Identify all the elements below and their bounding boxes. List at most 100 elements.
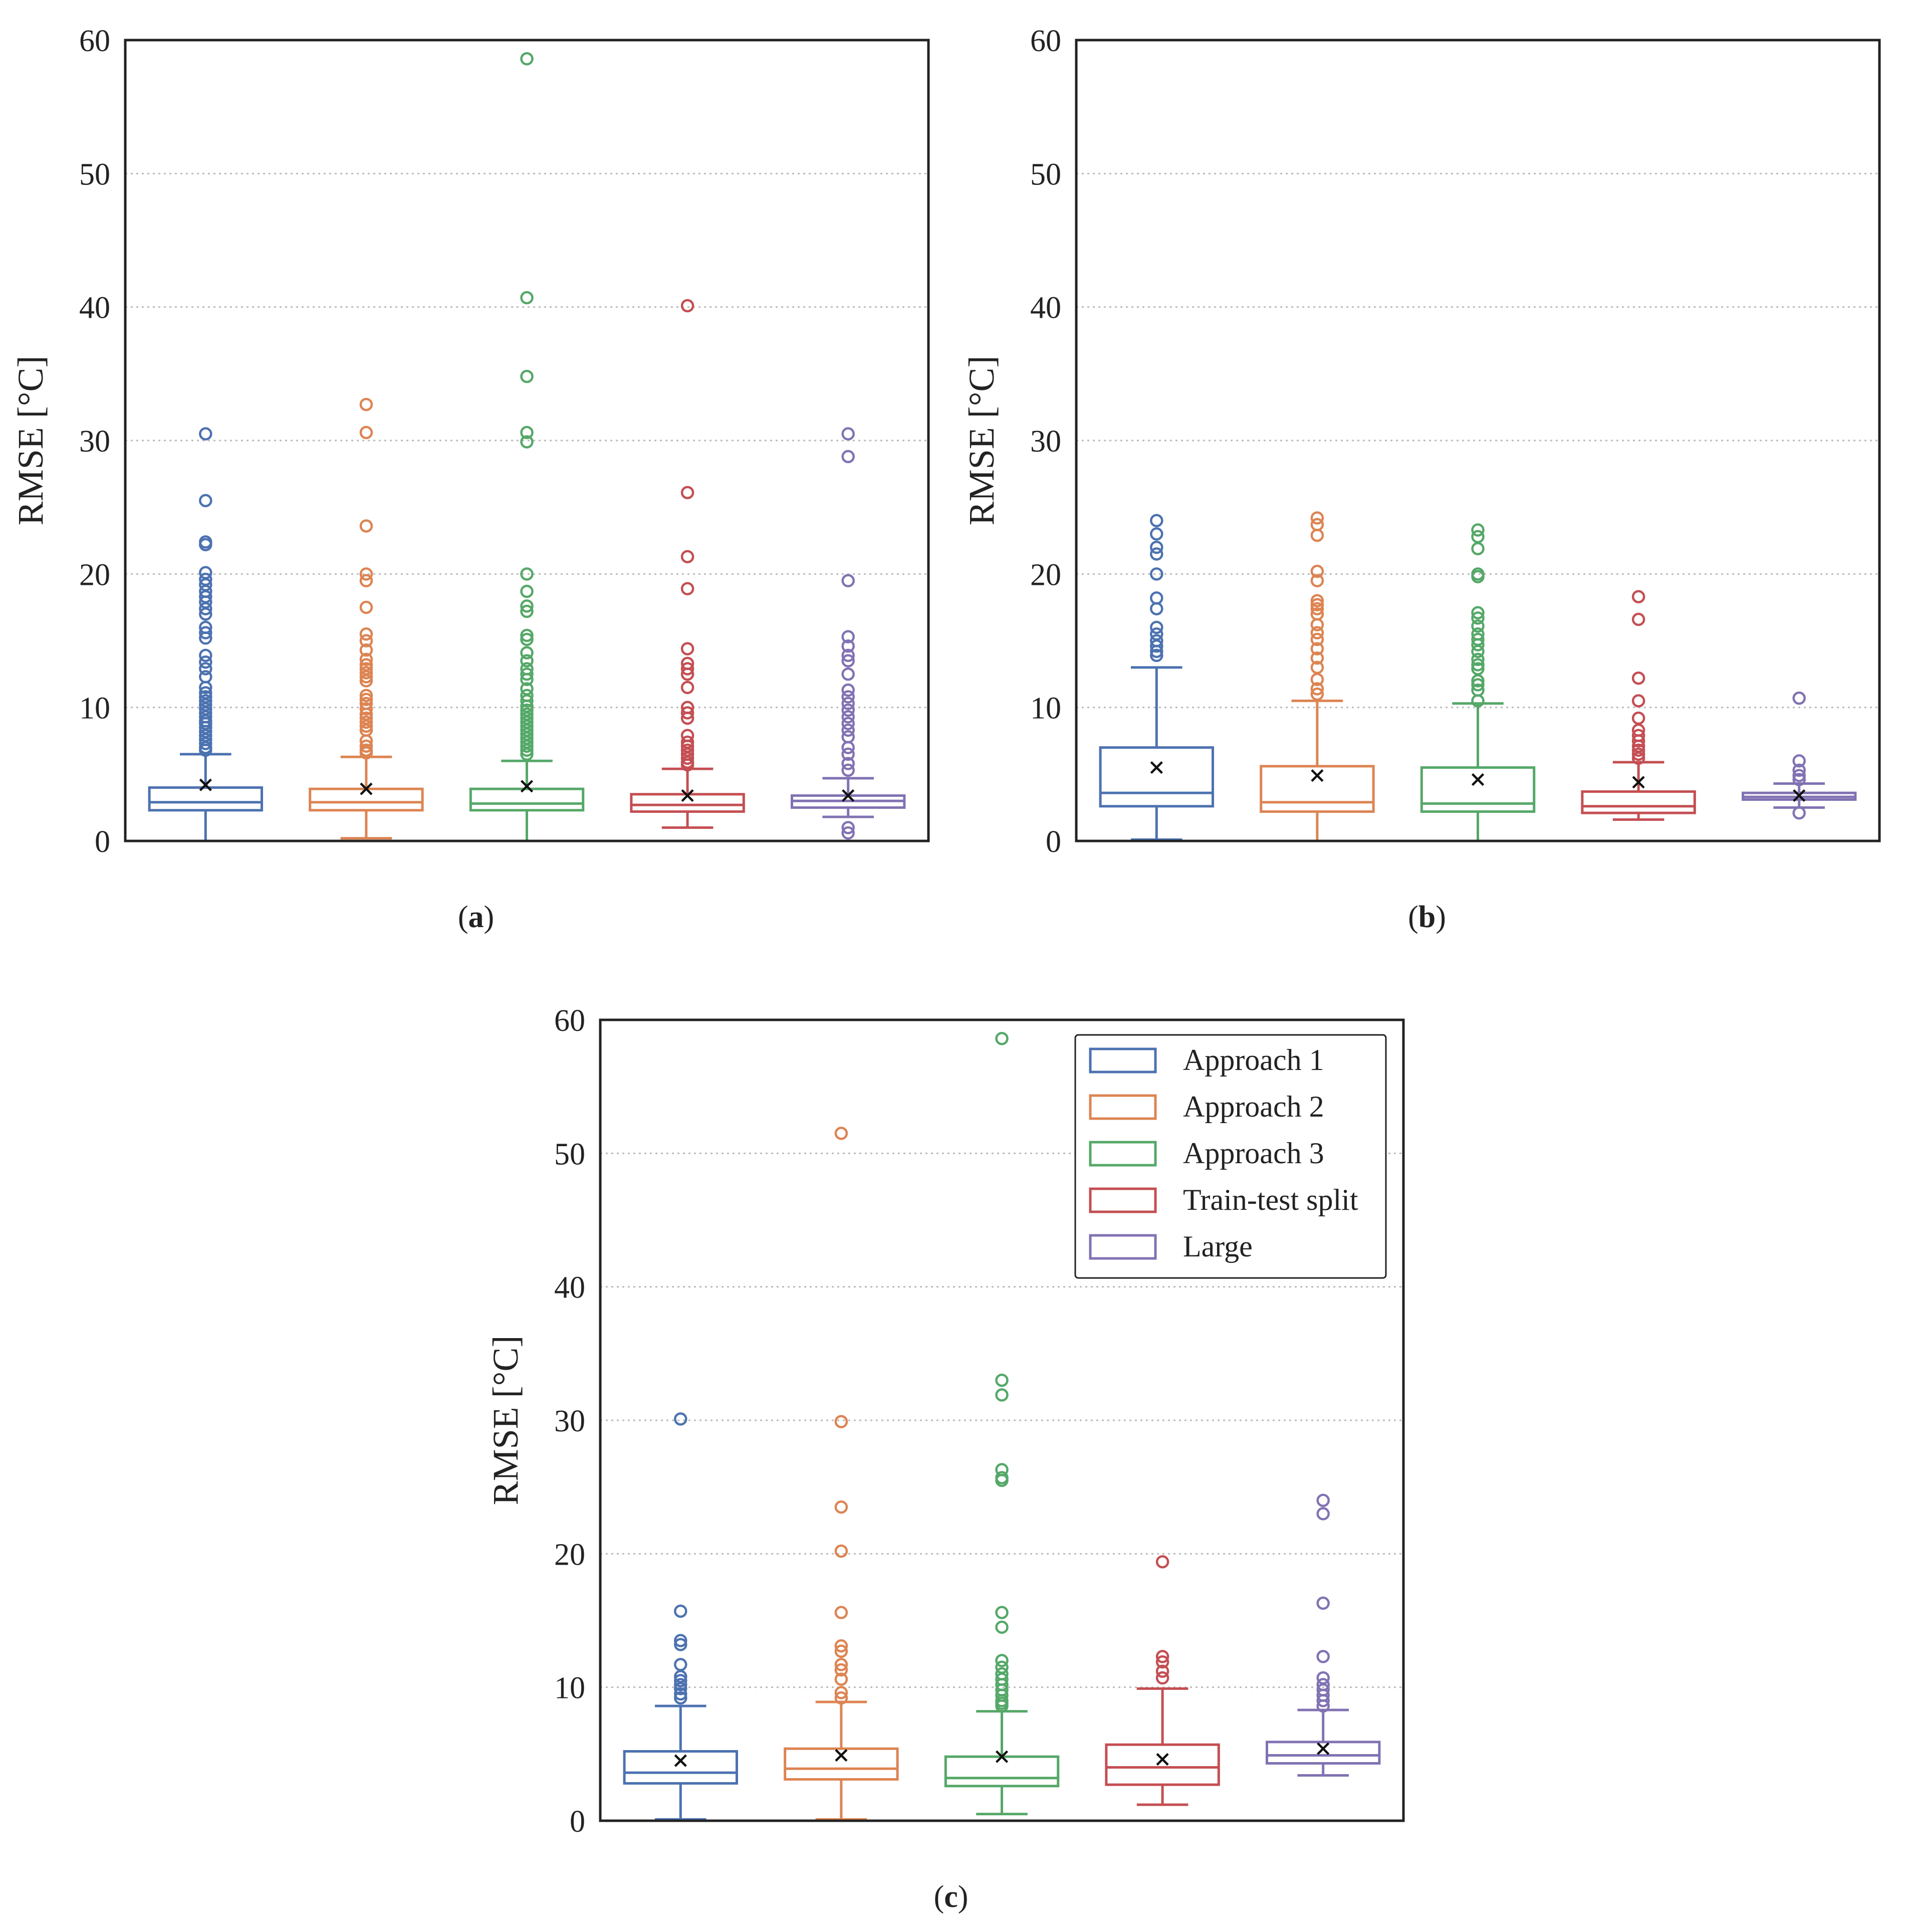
outlier-point bbox=[680, 751, 694, 765]
outlier-point bbox=[1310, 673, 1324, 686]
outlier-point bbox=[1150, 527, 1163, 541]
caption-close: ) bbox=[1436, 900, 1446, 934]
legend-label: Train-test split bbox=[1183, 1183, 1358, 1216]
outlier-point bbox=[1471, 638, 1485, 652]
outlier-point bbox=[841, 450, 855, 464]
outlier-point bbox=[1792, 806, 1806, 820]
legend-label: Approach 2 bbox=[1183, 1090, 1324, 1123]
outlier-point bbox=[841, 757, 855, 770]
outlier-point bbox=[359, 746, 373, 760]
iqr-box bbox=[1260, 765, 1375, 813]
mean-x-stroke bbox=[1150, 761, 1163, 774]
iqr-box bbox=[469, 787, 585, 812]
mean-x-stroke bbox=[842, 789, 855, 802]
outlier-point bbox=[1631, 734, 1645, 748]
outlier-point bbox=[520, 646, 534, 660]
outlier-point bbox=[520, 52, 534, 66]
box-train-test-split bbox=[1581, 590, 1696, 821]
y-axis-label: RMSE [°C] bbox=[486, 1336, 526, 1506]
outlier-point bbox=[995, 1388, 1009, 1402]
outlier-point bbox=[995, 1032, 1009, 1045]
outlier-point bbox=[841, 667, 855, 681]
outlier-point bbox=[834, 1672, 848, 1686]
outlier-point bbox=[1471, 523, 1485, 537]
y-tick-label: 60 bbox=[1030, 24, 1061, 58]
outlier-point bbox=[995, 1654, 1009, 1667]
outlier-point bbox=[520, 743, 534, 757]
outlier-point bbox=[520, 628, 534, 642]
outlier-point bbox=[199, 631, 212, 645]
outlier-point bbox=[199, 602, 212, 615]
outlier-point bbox=[520, 673, 534, 686]
outlier-point bbox=[1792, 769, 1806, 782]
mean-x-stroke bbox=[674, 1754, 687, 1767]
outlier-point bbox=[834, 1415, 848, 1428]
outlier-point bbox=[1155, 1655, 1169, 1669]
outlier-point bbox=[1310, 626, 1324, 639]
outlier-point bbox=[199, 670, 212, 684]
outlier-point bbox=[841, 747, 855, 761]
caption-close: ) bbox=[484, 900, 495, 934]
y-tick-label: 50 bbox=[554, 1137, 585, 1171]
iqr-box bbox=[1581, 790, 1696, 814]
caption-close: ) bbox=[958, 1880, 969, 1914]
outlier-point bbox=[680, 662, 694, 676]
outlier-point bbox=[674, 1674, 687, 1687]
outlier-point bbox=[1150, 645, 1163, 659]
outlier-point bbox=[520, 632, 534, 647]
mean-x-stroke bbox=[520, 780, 534, 793]
outlier-point bbox=[520, 694, 534, 708]
outlier-point bbox=[1150, 602, 1163, 615]
outlier-point bbox=[1316, 1507, 1330, 1521]
outlier-point bbox=[1471, 653, 1485, 667]
outlier-point bbox=[1310, 687, 1324, 701]
outlier-point bbox=[1310, 574, 1324, 587]
outlier-point bbox=[674, 1412, 687, 1426]
legend-label: Approach 1 bbox=[1183, 1043, 1324, 1077]
outlier-point bbox=[995, 1473, 1009, 1487]
box-approach-1 bbox=[623, 1412, 739, 1821]
legend-swatch bbox=[1089, 1047, 1157, 1074]
outlier-point bbox=[199, 662, 212, 676]
outlier-point bbox=[680, 486, 694, 500]
mean-marker bbox=[1793, 789, 1806, 802]
y-tick-label: 0 bbox=[570, 1805, 585, 1839]
outlier-point bbox=[841, 730, 855, 744]
outlier-point bbox=[1150, 649, 1163, 663]
box-approach-3 bbox=[469, 52, 585, 842]
outlier-point bbox=[1150, 567, 1163, 581]
mean-marker bbox=[1632, 776, 1645, 789]
y-tick-label: 20 bbox=[554, 1538, 585, 1572]
mean-x-stroke bbox=[681, 789, 694, 802]
outlier-point bbox=[359, 397, 373, 411]
outlier-point bbox=[1471, 530, 1485, 544]
legend-label: Large bbox=[1183, 1230, 1253, 1263]
outlier-point bbox=[1155, 1555, 1169, 1569]
y-axis-label: RMSE [°C] bbox=[962, 356, 1002, 526]
y-tick-label: 50 bbox=[79, 157, 110, 191]
outlier-point bbox=[1471, 694, 1485, 708]
outlier-point bbox=[1631, 751, 1645, 765]
outlier-point bbox=[1471, 542, 1485, 555]
mean-marker bbox=[199, 778, 212, 791]
outlier-point bbox=[359, 670, 373, 684]
box-approach-3 bbox=[1420, 523, 1536, 842]
legend-swatch bbox=[1089, 1234, 1157, 1260]
y-tick-label: 60 bbox=[554, 1004, 585, 1038]
outlier-point bbox=[674, 1691, 687, 1705]
box-approach-3 bbox=[944, 1032, 1060, 1816]
outlier-point bbox=[359, 600, 373, 614]
outlier-point bbox=[834, 1606, 848, 1619]
outlier-point bbox=[841, 649, 855, 663]
outlier-point bbox=[199, 649, 212, 663]
y-tick-label: 40 bbox=[554, 1271, 585, 1305]
mean-marker bbox=[1156, 1753, 1169, 1766]
outlier-point bbox=[199, 607, 212, 621]
mean-marker bbox=[995, 1750, 1009, 1763]
outlier-point bbox=[1471, 606, 1485, 619]
outlier-point bbox=[1471, 645, 1485, 659]
outlier-point bbox=[199, 626, 212, 639]
y-tick-label: 10 bbox=[1030, 692, 1061, 726]
mean-x-stroke bbox=[835, 1749, 848, 1762]
